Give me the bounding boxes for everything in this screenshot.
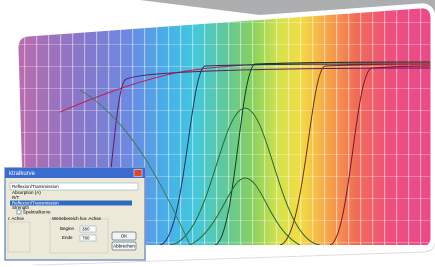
page: ktralkurve Reflexion/Transmission Absorp… <box>0 0 435 267</box>
screenshot: ktralkurve Reflexion/Transmission Absorp… <box>0 0 435 267</box>
dialog: ktralkurve Reflexion/Transmission Absorp… <box>5 168 145 260</box>
dropdown-value: Reflexion/Transmission <box>12 184 59 189</box>
checkbox-label: Spektralkurve <box>23 209 51 214</box>
dialog-title: ktralkurve <box>9 171 36 177</box>
group-title: r. Achse <box>8 216 25 221</box>
field-label: Ende <box>62 235 73 240</box>
group-title: Wertebereich hor. Achse <box>52 216 101 221</box>
checkbox[interactable] <box>17 210 21 214</box>
input-value: 380 <box>82 226 90 231</box>
field-label: Beginn <box>60 226 75 231</box>
input-value: 780 <box>82 235 90 240</box>
button-label: OK <box>121 233 128 238</box>
button-label: Abbrechen <box>113 243 135 248</box>
close-button[interactable] <box>134 170 142 177</box>
